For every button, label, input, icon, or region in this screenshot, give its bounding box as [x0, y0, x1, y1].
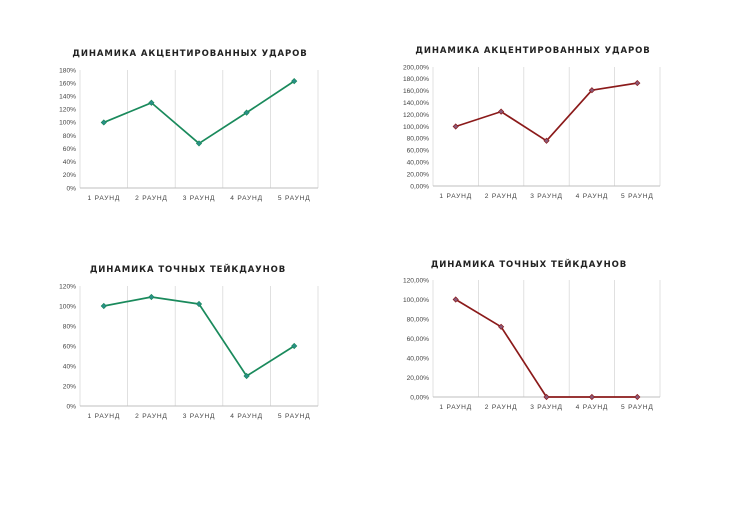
x-tick-label: 1 РАУНД	[439, 404, 472, 411]
x-tick-label: 4 РАУНД	[230, 195, 263, 202]
y-tick-label: 0%	[66, 185, 76, 192]
y-tick-label: 0,00%	[410, 394, 429, 401]
y-tick-label: 160%	[59, 80, 76, 87]
series-line	[455, 298, 638, 398]
x-tick-label: 1 РАУНД	[88, 413, 121, 420]
x-tick-label: 5 РАУНД	[621, 404, 654, 411]
series-line	[455, 82, 638, 142]
data-point	[291, 342, 298, 350]
chart-takedowns-red: ДИНАМИКА ТОЧНЫХ ТЕЙКДАУНОВ 0,00% 20,00% 40,…	[385, 256, 685, 426]
y-tick-label: 200,00%	[403, 64, 429, 71]
y-tick-label: 40,00%	[407, 160, 430, 167]
y-tick-label: 80,00%	[407, 316, 430, 323]
x-tick-label: 4 РАУНД	[576, 404, 609, 411]
x-tick-label: 1 РАУНД	[439, 193, 472, 200]
chart-title: ДИНАМИКА АКЦЕНТИРОВАННЫХ УДАРОВ	[72, 49, 307, 59]
chart-svg: ДИНАМИКА ТОЧНЫХ ТЕЙКДАУНОВ 0,00% 20,00% 40,…	[403, 258, 661, 411]
x-tick-label: 5 РАУНД	[621, 193, 654, 200]
y-tick-label: 180%	[59, 67, 76, 74]
y-tick-label: 120%	[59, 107, 76, 114]
y-tick-label: 60,00%	[407, 148, 430, 155]
x-tick-label: 2 РАУНД	[485, 193, 518, 200]
data-point	[452, 296, 459, 303]
data-point	[498, 323, 505, 330]
x-tick-label: 3 РАУНД	[530, 193, 563, 200]
data-point	[498, 108, 505, 115]
y-tick-label: 160,00%	[403, 88, 429, 95]
x-tick-label: 3 РАУНД	[183, 195, 216, 202]
y-tick-label: 120,00%	[403, 112, 429, 119]
x-tick-label: 3 РАУНД	[183, 413, 216, 420]
y-tick-label: 0%	[66, 403, 76, 410]
data-point	[100, 302, 107, 310]
chart-svg: ДИНАМИКА ТОЧНЫХ ТЕЙКДАУНОВ 0% 20% 40% 60% 80%…	[59, 263, 319, 420]
data-point	[634, 393, 641, 401]
data-point	[291, 78, 298, 85]
y-tick-label: 40%	[63, 159, 76, 166]
y-tick-label: 100,00%	[403, 124, 429, 131]
x-tick-label: 4 РАУНД	[576, 193, 609, 200]
chart-title: ДИНАМИКА ТОЧНЫХ ТЕЙКДАУНОВ	[431, 258, 627, 270]
series-line	[103, 296, 295, 377]
y-tick-label: 40,00%	[407, 355, 430, 362]
y-tick-label: 80%	[63, 133, 76, 140]
data-point	[195, 140, 203, 147]
y-tick-label: 60%	[63, 146, 76, 153]
y-tick-label: 20,00%	[407, 375, 430, 382]
x-tick-label: 4 РАУНД	[230, 413, 263, 420]
data-point	[588, 393, 595, 401]
y-tick-label: 60,00%	[407, 336, 430, 343]
y-tick-label: 120%	[59, 283, 76, 290]
y-tick-label: 20,00%	[407, 171, 430, 178]
x-tick-label: 2 РАУНД	[485, 404, 518, 411]
data-point	[195, 300, 203, 308]
x-tick-label: 5 РАУНД	[278, 195, 311, 202]
x-tick-label: 5 РАУНД	[278, 413, 311, 420]
chart-title: ДИНАМИКА ТОЧНЫХ ТЕЙКДАУНОВ	[90, 263, 286, 275]
chart-svg: ДИНАМИКА АКЦЕНТИРОВАННЫХ УДАРОВ 0% 20% 40% 6…	[59, 49, 319, 202]
series-line	[103, 80, 295, 145]
y-tick-label: 180,00%	[403, 76, 429, 83]
data-point	[588, 87, 595, 94]
data-point	[148, 99, 155, 106]
y-tick-label: 40%	[63, 363, 76, 370]
y-tick-label: 80%	[63, 323, 76, 330]
chart-accented-strikes-green: ДИНАМИКА АКЦЕНТИРОВАННЫХ УДАРОВ 0% 20% 40% 6…	[40, 40, 340, 210]
data-point	[543, 393, 550, 401]
data-point	[148, 293, 155, 301]
x-tick-label: 1 РАУНД	[88, 195, 121, 202]
data-point	[452, 123, 459, 130]
data-point	[243, 372, 250, 380]
y-tick-label: 100%	[59, 120, 76, 127]
y-tick-label: 120,00%	[403, 277, 429, 284]
y-tick-label: 20%	[63, 383, 76, 390]
y-tick-label: 140%	[59, 94, 76, 101]
chart-title: ДИНАМИКА АКЦЕНТИРОВАННЫХ УДАРОВ	[415, 46, 650, 56]
y-tick-label: 60%	[63, 343, 76, 350]
y-tick-label: 100,00%	[403, 297, 429, 304]
data-point	[543, 137, 550, 144]
chart-takedowns-green: ДИНАМИКА ТОЧНЫХ ТЕЙКДАУНОВ 0% 20% 40% 60% 80%…	[40, 258, 340, 428]
y-tick-label: 100%	[59, 303, 76, 310]
chart-svg: ДИНАМИКА АКЦЕНТИРОВАННЫХ УДАРОВ 0,00% 20,0…	[403, 46, 661, 200]
y-tick-label: 140,00%	[403, 100, 429, 107]
x-tick-label: 2 РАУНД	[135, 195, 168, 202]
data-point	[243, 109, 250, 116]
chart-accented-strikes-red: ДИНАМИКА АКЦЕНТИРОВАННЫХ УДАРОВ 0,00% 20,0…	[385, 40, 685, 210]
x-tick-label: 3 РАУНД	[530, 404, 563, 411]
y-tick-label: 20%	[63, 172, 76, 179]
x-tick-label: 2 РАУНД	[135, 413, 168, 420]
y-tick-label: 80,00%	[407, 136, 430, 143]
data-point	[100, 119, 107, 126]
y-tick-label: 0,00%	[410, 183, 429, 190]
data-point	[634, 79, 641, 87]
